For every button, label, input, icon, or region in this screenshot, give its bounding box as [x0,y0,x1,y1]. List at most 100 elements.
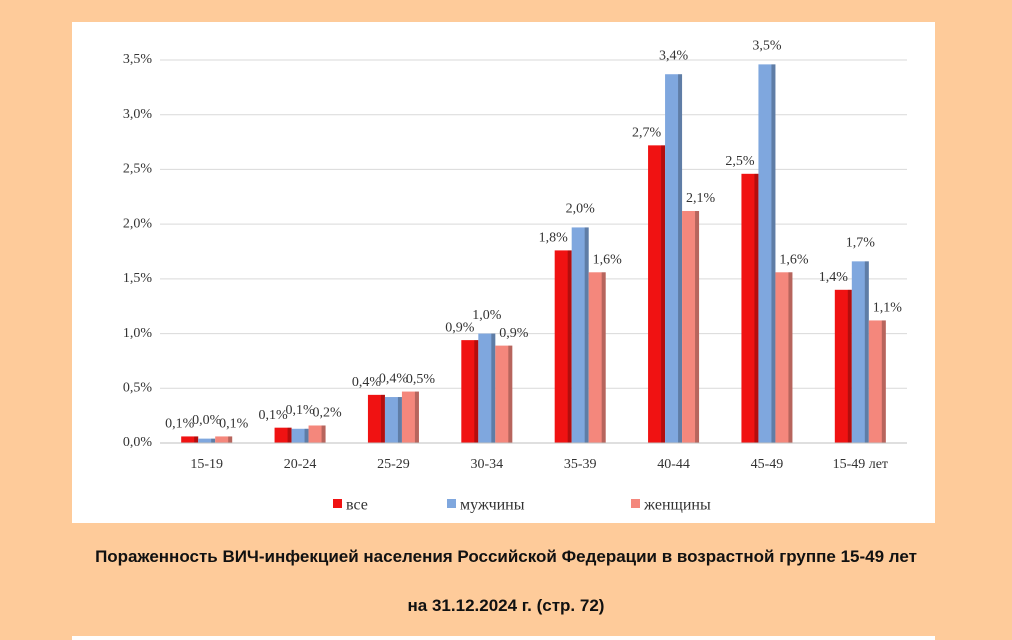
bar-side [194,436,199,443]
data-label: 1,1% [873,301,903,316]
data-label: 1,4% [819,270,849,285]
x-tick-label: 20-24 [284,457,317,472]
bar-side [695,211,700,443]
bar-side [788,272,793,443]
bar [571,227,589,443]
data-label: 1,8% [539,231,569,246]
bar-side [304,428,309,443]
bar [741,173,759,443]
bar [274,427,292,443]
x-tick-label: 40-44 [657,457,690,472]
bar-side [567,250,572,443]
data-label: 0,1% [219,417,249,432]
bar [665,74,683,444]
bar-side [397,397,402,443]
data-label: 0,9% [445,320,475,335]
legend-swatch [447,499,456,508]
bar [868,320,886,443]
bar [758,64,776,444]
data-label: 2,7% [632,126,662,141]
bar [401,391,419,443]
x-tick-label: 25-29 [377,457,410,472]
data-label: 3,4% [659,48,689,63]
bar [682,211,700,443]
bar-side [414,391,419,443]
bar [461,340,479,443]
bar-side [211,438,216,443]
bar-side [321,425,326,443]
x-tick-label: 35-39 [564,457,597,472]
bar [834,289,852,443]
x-tick-label: 15-19 [190,457,223,472]
bar [198,438,216,443]
y-tick-label: 3,5% [123,52,153,67]
y-tick-label: 1,5% [123,271,153,286]
legend-swatch [333,499,342,508]
bar [384,397,402,443]
legend-label: женщины [643,497,711,514]
chart-panel [72,22,935,523]
bar [495,345,513,443]
bar [478,333,496,443]
data-label: 0,1% [165,417,195,432]
bar [181,436,199,443]
legend-label: все [346,497,368,514]
data-label: 1,6% [779,253,809,268]
bar-side [491,333,496,443]
y-tick-label: 2,0% [123,216,153,231]
next-panel [72,636,935,640]
data-label: 1,0% [472,308,502,323]
bar-side [287,427,292,443]
data-label: 0,4% [379,371,409,386]
data-label: 0,5% [406,372,436,387]
bar [588,272,606,443]
legend-label: мужчины [460,497,525,514]
bar-side [228,436,233,443]
y-tick-label: 1,0% [123,326,153,341]
data-label: 3,5% [752,39,782,54]
bar [775,272,793,443]
data-label: 1,6% [593,253,623,268]
bar [291,428,309,443]
data-label: 0,1% [285,403,315,418]
bar [367,394,385,443]
data-label: 1,7% [846,236,876,251]
data-label: 2,0% [566,202,596,217]
y-tick-label: 2,5% [123,162,153,177]
data-label: 0,9% [499,326,529,341]
bar-side [508,345,513,443]
bar-side [864,261,869,443]
bar-side [754,173,759,443]
bar-side [771,64,776,444]
data-label: 0,4% [352,375,382,390]
y-tick-label: 0,5% [123,381,153,396]
data-label: 0,2% [312,406,342,421]
bar-side [847,289,852,443]
bar [851,261,869,443]
bar-side [474,340,479,443]
bar-side [601,272,606,443]
chart-subtitle: на 31.12.2024 г. (стр. 72) [407,596,605,615]
data-label: 2,5% [725,154,755,169]
x-tick-label: 15-49 лет [833,457,888,472]
bar-side [678,74,683,444]
bar [648,145,666,443]
y-tick-label: 0,0% [123,435,153,450]
bar [215,436,233,443]
data-label: 2,1% [686,191,716,206]
data-label: 0,1% [258,408,288,423]
bar-side [881,320,886,443]
bar [308,425,326,443]
bar-side [661,145,666,443]
chart-title: Пораженность ВИЧ-инфекцией населения Рос… [95,547,917,566]
bar [554,250,572,443]
x-tick-label: 30-34 [470,457,503,472]
x-tick-label: 45-49 [751,457,784,472]
bar-side [584,227,589,443]
legend-swatch [631,499,640,508]
data-label: 0,0% [192,413,222,428]
bar-side [380,394,385,443]
y-tick-label: 3,0% [123,107,153,122]
